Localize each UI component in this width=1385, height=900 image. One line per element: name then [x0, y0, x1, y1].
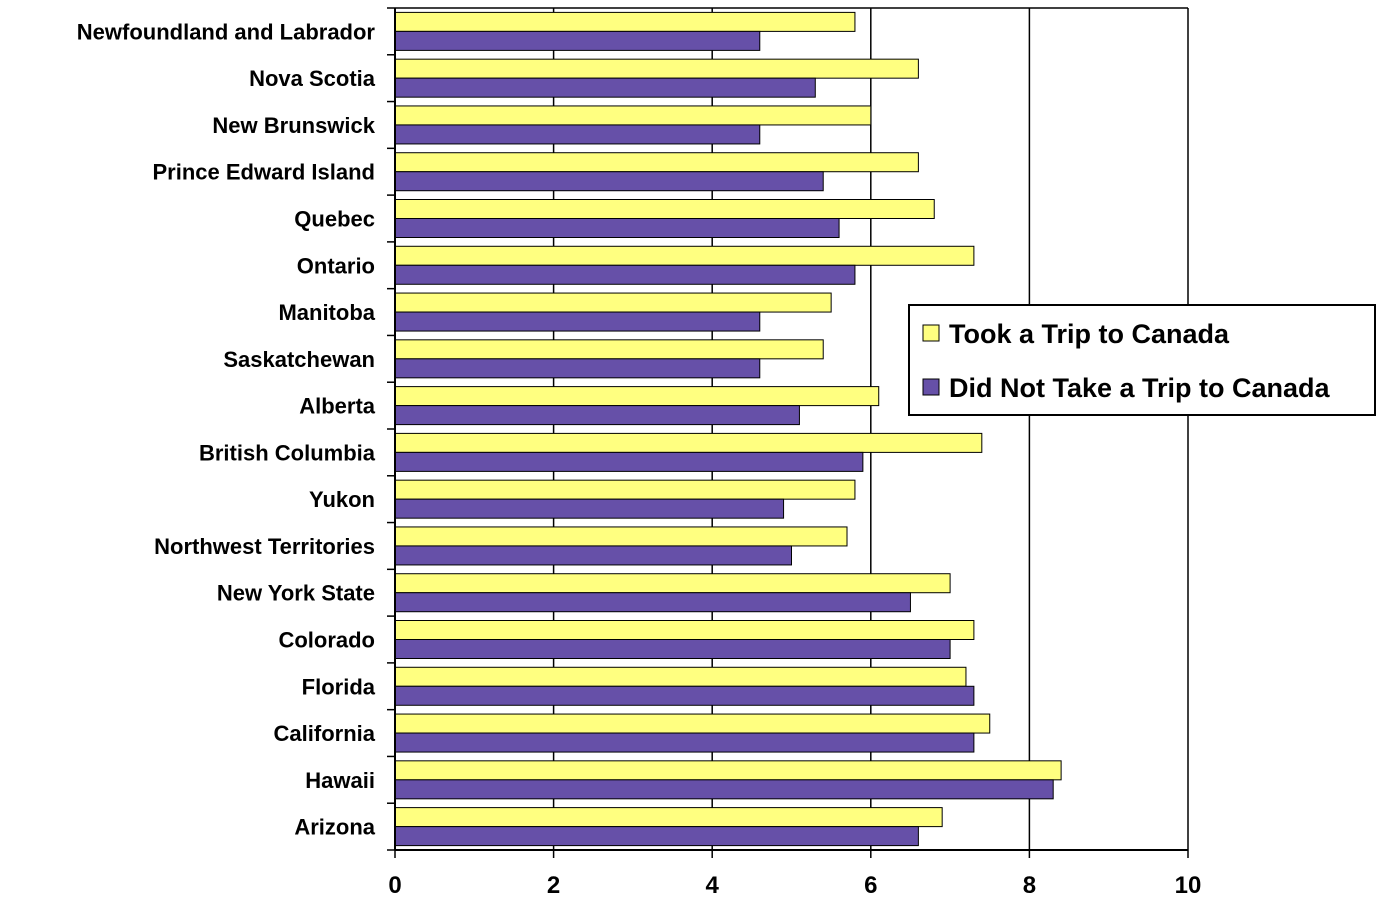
bar-ontario-did-not-take-trip	[394, 264, 856, 285]
legend-box	[908, 304, 1376, 416]
category-label-california: California	[274, 721, 376, 746]
x-tick-label-6: 6	[864, 872, 877, 899]
category-label-colorado: Colorado	[278, 628, 375, 653]
category-label-alberta: Alberta	[299, 394, 376, 419]
category-label-new-york-state: New York State	[217, 581, 375, 606]
category-label-newfoundland-and-labrador: Newfoundland and Labrador	[77, 19, 376, 44]
category-label-saskatchewan: Saskatchewan	[223, 347, 375, 372]
bar-alberta-took-trip	[394, 386, 880, 407]
bar-colorado-did-not-take-trip	[394, 639, 951, 659]
bar-new-brunswick-took-trip	[394, 105, 872, 126]
legend-swatch-did-not-take-trip	[922, 378, 940, 396]
category-label-yukon: Yukon	[309, 487, 375, 512]
bar-newfoundland-and-labrador-took-trip	[394, 11, 856, 32]
legend-label-did-not-take-trip: Did Not Take a Trip to Canada	[949, 373, 1331, 403]
category-label-quebec: Quebec	[294, 207, 375, 232]
bar-ontario-took-trip	[394, 245, 975, 266]
bar-nova-scotia-took-trip	[394, 58, 919, 79]
bar-new-york-state-did-not-take-trip	[394, 592, 911, 613]
x-tick-label-10: 10	[1175, 872, 1202, 899]
bar-british-columbia-did-not-take-trip	[394, 451, 864, 472]
bar-prince-edward-island-took-trip	[394, 152, 919, 173]
bar-california-took-trip	[394, 713, 991, 734]
category-label-new-brunswick: New Brunswick	[212, 113, 375, 138]
bar-manitoba-took-trip	[394, 292, 832, 313]
bar-arizona-took-trip	[394, 807, 943, 828]
bar-nova-scotia-did-not-take-trip	[394, 77, 816, 98]
x-tick-label-2: 2	[547, 872, 560, 899]
category-label-prince-edward-island: Prince Edward Island	[152, 160, 375, 185]
x-tick-label-8: 8	[1023, 872, 1036, 899]
x-tick-label-0: 0	[388, 872, 401, 899]
bar-prince-edward-island-did-not-take-trip	[394, 171, 824, 192]
bar-northwest-territories-took-trip	[394, 526, 848, 547]
legend-swatch-took-trip	[922, 324, 940, 342]
bar-yukon-did-not-take-trip	[394, 498, 785, 519]
legend: Took a Trip to Canada Did Not Take a Trip…	[908, 304, 1376, 416]
bar-arizona-did-not-take-trip	[394, 826, 919, 847]
bar-new-brunswick-did-not-take-trip	[394, 124, 761, 145]
bar-california-did-not-take-trip	[394, 732, 975, 753]
bar-hawaii-took-trip	[394, 760, 1062, 781]
bar-new-york-state-took-trip	[394, 573, 951, 594]
category-label-northwest-territories: Northwest Territories	[154, 534, 375, 559]
gridlines	[395, 7, 1189, 850]
category-label-florida: Florida	[302, 674, 376, 699]
category-label-manitoba: Manitoba	[278, 300, 375, 325]
category-label-hawaii: Hawaii	[305, 768, 375, 793]
category-labels: Newfoundland and Labrador Nova Scotia New …	[77, 19, 376, 839]
category-label-ontario: Ontario	[297, 253, 375, 278]
bar-hawaii-did-not-take-trip	[394, 779, 1054, 800]
bar-saskatchewan-did-not-take-trip	[394, 358, 761, 379]
x-tick-label-4: 4	[706, 872, 720, 899]
bars	[394, 11, 1062, 847]
bar-florida-did-not-take-trip	[394, 685, 975, 706]
bar-british-columbia-took-trip	[394, 432, 983, 453]
legend-label-took-trip: Took a Trip to Canada	[949, 319, 1230, 349]
category-label-arizona: Arizona	[294, 815, 375, 840]
bar-northwest-territories-did-not-take-trip	[394, 545, 792, 566]
bar-quebec-took-trip	[394, 199, 935, 219]
category-label-nova-scotia: Nova Scotia	[249, 66, 376, 91]
axes	[387, 7, 1189, 858]
bar-quebec-did-not-take-trip	[394, 218, 840, 238]
bar-florida-took-trip	[394, 666, 967, 687]
bar-alberta-did-not-take-trip	[394, 405, 800, 426]
category-label-british-columbia: British Columbia	[199, 440, 376, 465]
bar-saskatchewan-took-trip	[394, 339, 824, 360]
bar-manitoba-did-not-take-trip	[394, 311, 761, 332]
bar-colorado-took-trip	[394, 620, 975, 640]
bar-yukon-took-trip	[394, 479, 856, 500]
bar-newfoundland-and-labrador-did-not-take-trip	[394, 30, 761, 51]
tick-labels: 0 2 4 6 8 10	[388, 872, 1201, 899]
